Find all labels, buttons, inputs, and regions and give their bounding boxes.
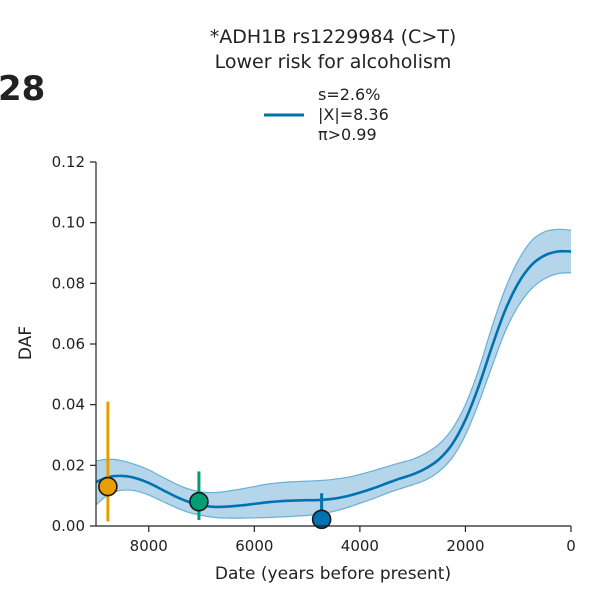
legend-line-2: |X|=8.36 bbox=[318, 105, 389, 124]
confidence-band bbox=[96, 229, 571, 519]
x-tick-label: 8000 bbox=[130, 537, 168, 555]
panel-label: 28 bbox=[0, 69, 45, 109]
sample-point bbox=[189, 491, 209, 512]
y-tick-label: 0.04 bbox=[52, 396, 85, 414]
x-tick-label: 0 bbox=[566, 537, 576, 555]
axes: 0.00 0.02 0.04 0.06 0.08 0.10 0.12 8000 6000 4000… bbox=[52, 153, 576, 555]
legend: s=2.6% |X|=8.36 π>0.99 bbox=[264, 85, 389, 144]
x-tick-label: 2000 bbox=[446, 537, 484, 555]
confidence-band-lower-edge bbox=[96, 272, 571, 519]
chart-subtitle: Lower risk for alcoholism bbox=[215, 51, 452, 73]
frequency-trajectory-line bbox=[96, 249, 571, 509]
confidence-band-upper-edge bbox=[96, 228, 571, 494]
y-tick-label: 0.10 bbox=[52, 214, 85, 232]
y-tick-label: 0.08 bbox=[52, 274, 85, 292]
x-axis-label: Date (years before present) bbox=[215, 564, 451, 584]
y-axis-label: DAF bbox=[16, 326, 36, 360]
x-tick-label: 4000 bbox=[341, 537, 379, 555]
legend-line-1: s=2.6% bbox=[318, 85, 380, 104]
y-tick-label: 0.02 bbox=[52, 456, 85, 474]
sample-point bbox=[98, 476, 118, 497]
sample-point bbox=[311, 509, 332, 530]
y-tick-label: 0.00 bbox=[52, 517, 85, 535]
chart-title: *ADH1B rs1229984 (C>T) bbox=[210, 26, 457, 48]
y-tick-label: 0.06 bbox=[52, 335, 85, 353]
plot-clipped-group bbox=[96, 228, 571, 519]
y-tick-label: 0.12 bbox=[52, 153, 85, 171]
legend-line-3: π>0.99 bbox=[318, 125, 377, 144]
plot-area bbox=[96, 228, 571, 530]
x-tick-label: 6000 bbox=[235, 537, 273, 555]
